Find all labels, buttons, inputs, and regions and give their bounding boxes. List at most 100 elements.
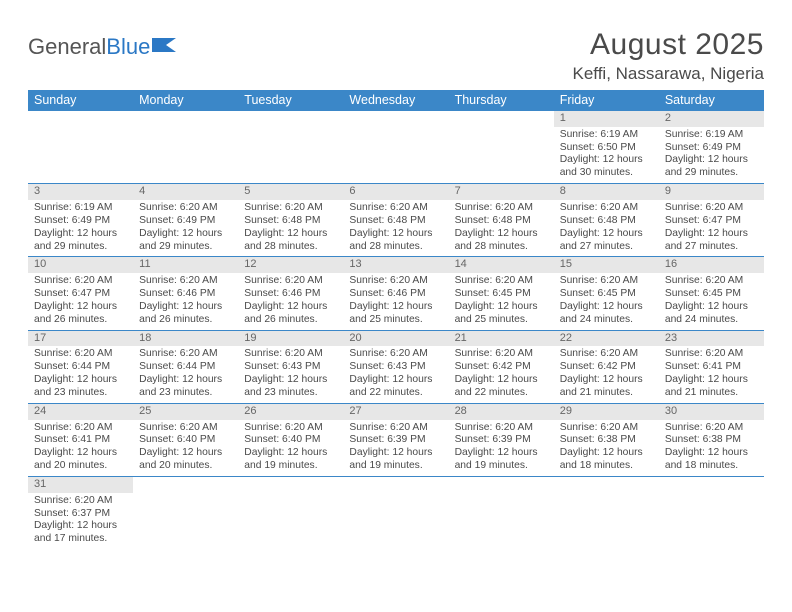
- day-number: 12: [238, 257, 343, 273]
- sunrise-line: Sunrise: 6:20 AM: [455, 275, 548, 288]
- daylight-line-2: and 25 minutes.: [455, 314, 548, 327]
- sunrise-line: Sunrise: 6:20 AM: [349, 275, 442, 288]
- daylight-line-1: Daylight: 12 hours: [139, 301, 232, 314]
- sunset-line: Sunset: 6:41 PM: [665, 361, 758, 374]
- calendar-cell: 27Sunrise: 6:20 AMSunset: 6:39 PMDayligh…: [343, 404, 448, 476]
- daylight-line-2: and 23 minutes.: [34, 387, 127, 400]
- sunrise-line: Sunrise: 6:20 AM: [560, 348, 653, 361]
- location-label: Keffi, Nassarawa, Nigeria: [573, 64, 765, 84]
- day-number: 5: [238, 184, 343, 200]
- day-number: 27: [343, 404, 448, 420]
- daylight-line-2: and 26 minutes.: [244, 314, 337, 327]
- daylight-line-2: and 21 minutes.: [560, 387, 653, 400]
- calendar-cell: 21Sunrise: 6:20 AMSunset: 6:42 PMDayligh…: [449, 331, 554, 403]
- calendar-week: 3Sunrise: 6:19 AMSunset: 6:49 PMDaylight…: [28, 184, 764, 257]
- calendar-cell: 13Sunrise: 6:20 AMSunset: 6:46 PMDayligh…: [343, 257, 448, 329]
- calendar-cell-empty: [28, 111, 133, 183]
- daylight-line-1: Daylight: 12 hours: [244, 301, 337, 314]
- daylight-line-2: and 29 minutes.: [34, 241, 127, 254]
- calendar-cell: 24Sunrise: 6:20 AMSunset: 6:41 PMDayligh…: [28, 404, 133, 476]
- sunrise-line: Sunrise: 6:20 AM: [560, 275, 653, 288]
- calendar-cell: 2Sunrise: 6:19 AMSunset: 6:49 PMDaylight…: [659, 111, 764, 183]
- calendar-page: GeneralBlue August 2025 Keffi, Nassarawa…: [0, 0, 792, 549]
- calendar-cell-empty: [343, 477, 448, 549]
- calendar-cell-empty: [343, 111, 448, 183]
- sunrise-line: Sunrise: 6:20 AM: [139, 422, 232, 435]
- sunset-line: Sunset: 6:42 PM: [455, 361, 548, 374]
- sunrise-line: Sunrise: 6:19 AM: [665, 129, 758, 142]
- calendar-week: 31Sunrise: 6:20 AMSunset: 6:37 PMDayligh…: [28, 477, 764, 549]
- sunrise-line: Sunrise: 6:20 AM: [455, 202, 548, 215]
- daylight-line-2: and 19 minutes.: [244, 460, 337, 473]
- daylight-line-1: Daylight: 12 hours: [139, 374, 232, 387]
- daylight-line-1: Daylight: 12 hours: [665, 154, 758, 167]
- calendar-cell: 11Sunrise: 6:20 AMSunset: 6:46 PMDayligh…: [133, 257, 238, 329]
- calendar-cell-empty: [133, 477, 238, 549]
- sunrise-line: Sunrise: 6:20 AM: [139, 202, 232, 215]
- calendar-cell: 4Sunrise: 6:20 AMSunset: 6:49 PMDaylight…: [133, 184, 238, 256]
- calendar-cell: 22Sunrise: 6:20 AMSunset: 6:42 PMDayligh…: [554, 331, 659, 403]
- sunrise-line: Sunrise: 6:20 AM: [665, 422, 758, 435]
- weekday-label: Saturday: [659, 90, 764, 111]
- sunset-line: Sunset: 6:40 PM: [139, 434, 232, 447]
- sunset-line: Sunset: 6:44 PM: [34, 361, 127, 374]
- sunset-line: Sunset: 6:38 PM: [560, 434, 653, 447]
- sunrise-line: Sunrise: 6:19 AM: [560, 129, 653, 142]
- weekday-label: Sunday: [28, 90, 133, 111]
- daylight-line-1: Daylight: 12 hours: [455, 228, 548, 241]
- daylight-line-2: and 21 minutes.: [665, 387, 758, 400]
- sunset-line: Sunset: 6:37 PM: [34, 508, 127, 521]
- daylight-line-1: Daylight: 12 hours: [244, 447, 337, 460]
- daylight-line-2: and 29 minutes.: [139, 241, 232, 254]
- calendar-cell-empty: [449, 477, 554, 549]
- sunset-line: Sunset: 6:47 PM: [34, 288, 127, 301]
- daylight-line-2: and 30 minutes.: [560, 167, 653, 180]
- day-number: 18: [133, 331, 238, 347]
- day-number: 13: [343, 257, 448, 273]
- sunset-line: Sunset: 6:45 PM: [665, 288, 758, 301]
- day-number: [133, 477, 238, 493]
- calendar-cell-empty: [238, 477, 343, 549]
- day-number: 2: [659, 111, 764, 127]
- daylight-line-2: and 27 minutes.: [560, 241, 653, 254]
- weekday-label: Friday: [554, 90, 659, 111]
- brand-logo: GeneralBlue: [28, 28, 178, 60]
- day-number: [238, 477, 343, 493]
- daylight-line-1: Daylight: 12 hours: [349, 374, 442, 387]
- daylight-line-2: and 28 minutes.: [244, 241, 337, 254]
- sunrise-line: Sunrise: 6:20 AM: [455, 422, 548, 435]
- daylight-line-1: Daylight: 12 hours: [34, 228, 127, 241]
- sunrise-line: Sunrise: 6:20 AM: [34, 348, 127, 361]
- daylight-line-1: Daylight: 12 hours: [34, 374, 127, 387]
- calendar-week: 1Sunrise: 6:19 AMSunset: 6:50 PMDaylight…: [28, 111, 764, 184]
- daylight-line-2: and 28 minutes.: [455, 241, 548, 254]
- calendar-cell: 30Sunrise: 6:20 AMSunset: 6:38 PMDayligh…: [659, 404, 764, 476]
- weekday-label: Thursday: [449, 90, 554, 111]
- calendar-cell-empty: [133, 111, 238, 183]
- day-number: 22: [554, 331, 659, 347]
- daylight-line-2: and 20 minutes.: [139, 460, 232, 473]
- calendar-cell: 5Sunrise: 6:20 AMSunset: 6:48 PMDaylight…: [238, 184, 343, 256]
- day-number: [238, 111, 343, 127]
- daylight-line-1: Daylight: 12 hours: [560, 154, 653, 167]
- daylight-line-2: and 19 minutes.: [349, 460, 442, 473]
- calendar-cell: 16Sunrise: 6:20 AMSunset: 6:45 PMDayligh…: [659, 257, 764, 329]
- day-number: 10: [28, 257, 133, 273]
- daylight-line-1: Daylight: 12 hours: [34, 447, 127, 460]
- calendar-cell: 6Sunrise: 6:20 AMSunset: 6:48 PMDaylight…: [343, 184, 448, 256]
- calendar-cell-empty: [554, 477, 659, 549]
- daylight-line-1: Daylight: 12 hours: [34, 301, 127, 314]
- sunset-line: Sunset: 6:46 PM: [244, 288, 337, 301]
- sunrise-line: Sunrise: 6:20 AM: [665, 202, 758, 215]
- sunrise-line: Sunrise: 6:20 AM: [34, 495, 127, 508]
- day-number: 28: [449, 404, 554, 420]
- daylight-line-2: and 19 minutes.: [455, 460, 548, 473]
- day-number: 19: [238, 331, 343, 347]
- sunset-line: Sunset: 6:49 PM: [139, 215, 232, 228]
- calendar-cell: 17Sunrise: 6:20 AMSunset: 6:44 PMDayligh…: [28, 331, 133, 403]
- day-number: 14: [449, 257, 554, 273]
- daylight-line-1: Daylight: 12 hours: [349, 447, 442, 460]
- daylight-line-1: Daylight: 12 hours: [455, 447, 548, 460]
- calendar-cell: 18Sunrise: 6:20 AMSunset: 6:44 PMDayligh…: [133, 331, 238, 403]
- calendar-cell: 10Sunrise: 6:20 AMSunset: 6:47 PMDayligh…: [28, 257, 133, 329]
